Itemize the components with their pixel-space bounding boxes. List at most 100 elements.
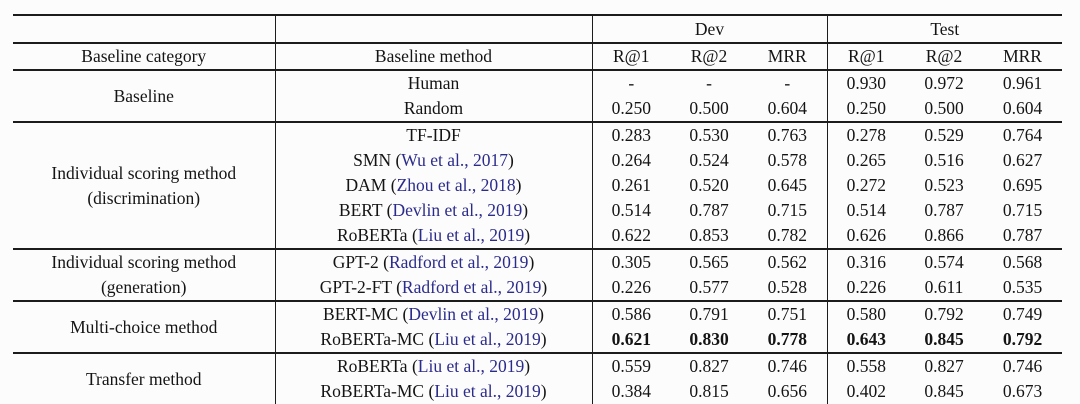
table-row: BERT (Devlin et al., 2019) 0.514 0.787 0.71… [13, 198, 1062, 223]
split-header-row: Dev Test [13, 15, 1063, 44]
citation-link[interactable]: Wu et al., 2017 [401, 150, 508, 170]
metric-value: 0.751 [748, 300, 828, 327]
metric-value: 0.514 [611, 200, 651, 220]
metric-value: 0.514 [846, 200, 886, 220]
test-split-header: Test [827, 15, 1063, 44]
citation-link[interactable]: Liu et al., 2019 [434, 329, 541, 349]
metric-header: MRR [983, 43, 1063, 71]
metric-value: 0.559 [592, 352, 670, 379]
metric-value: 0.283 [592, 121, 670, 148]
method-cell: GPT-2 (Radford et al., 2019) [275, 248, 593, 275]
metric-value: 0.621 [611, 329, 651, 349]
metric-value: 0.226 [846, 277, 886, 297]
metric-value: - [592, 69, 670, 96]
metric-value: 0.520 [689, 175, 729, 195]
metric-value: 0.778 [748, 327, 828, 353]
citation-link[interactable]: Liu et al., 2019 [434, 381, 541, 401]
metric-header: R@2 [905, 43, 984, 71]
table-row: RoBERTa-MC (Liu et al., 2019) 0.384 0.815 0… [13, 379, 1062, 404]
table-row: Transfer method RoBERTa (Liu et al., 2019… [13, 352, 1063, 404]
method-cell: GPT-2-FT (Radford et al., 2019) [275, 275, 593, 301]
metric-value: 0.500 [689, 98, 729, 118]
metric-value: 0.830 [689, 329, 729, 349]
method-cell: RoBERTa-MC (Liu et al., 2019) [275, 327, 593, 353]
metric-value: 0.715 [748, 198, 828, 223]
table-row: Individual scoring method (discrimination… [13, 121, 1063, 249]
metric-value: 0.568 [983, 248, 1063, 275]
metric-value: - [670, 69, 748, 96]
method-cell: RoBERTa (Liu et al., 2019) [275, 352, 593, 379]
metric-value: 0.787 [1002, 225, 1043, 245]
baseline-category-header: Baseline category [13, 43, 276, 71]
metric-value: 0.763 [748, 121, 828, 148]
metric-header: R@2 [670, 43, 748, 71]
metric-header: R@1 [827, 43, 906, 71]
metric-value: 0.586 [592, 300, 670, 327]
metric-value: 0.384 [611, 381, 651, 401]
metric-value: 0.578 [748, 148, 828, 173]
metric-value: 0.715 [1002, 200, 1043, 220]
dev-split-header: Dev [592, 15, 828, 44]
metric-value: 0.265 [846, 150, 886, 170]
method-cell: RoBERTa (Liu et al., 2019) [275, 223, 593, 249]
metric-value: 0.523 [924, 175, 964, 195]
method-cell: DAM (Zhou et al., 2018) [275, 173, 593, 198]
metric-value: 0.749 [983, 300, 1063, 327]
metric-value: 0.845 [924, 329, 964, 349]
table-row: RoBERTa-MC (Liu et al., 2019) 0.621 0.830 0… [13, 327, 1062, 353]
method-cell: Random [275, 96, 593, 122]
citation-link[interactable]: Radford et al., 2019 [401, 277, 542, 297]
column-header-row: Baseline category Baseline method R@1 R@… [13, 43, 1063, 71]
metric-value: 0.565 [670, 248, 748, 275]
metric-value: 0.626 [846, 225, 886, 245]
metric-value: 0.695 [1002, 175, 1043, 195]
metric-value: - [748, 69, 828, 96]
table-row: DAM (Zhou et al., 2018) 0.261 0.520 0.645 0.… [13, 173, 1062, 198]
metric-value: 0.604 [1002, 98, 1043, 118]
metric-value: 0.792 [905, 300, 984, 327]
metric-value: 0.272 [846, 175, 886, 195]
metric-value: 0.645 [748, 173, 828, 198]
category-cell: Individual scoring method (discrimination… [13, 121, 276, 249]
method-cell: Human [275, 69, 593, 96]
metric-header: MRR [748, 43, 828, 71]
metric-value: 0.972 [905, 69, 984, 96]
citation-link[interactable]: Liu et al., 2019 [417, 356, 525, 376]
metric-value: 0.782 [748, 223, 828, 249]
table-row: Baseline Human - - -0.930 0.972 0.961 [13, 69, 1063, 122]
method-cell: BERT-MC (Devlin et al., 2019) [275, 300, 593, 327]
metric-value: 0.853 [689, 225, 729, 245]
table-row: GPT-2-FT (Radford et al., 2019) 0.226 0.57… [13, 275, 1062, 301]
empty-header-cell [275, 15, 593, 44]
citation-link[interactable]: Radford et al., 2019 [388, 252, 529, 272]
metric-header: R@1 [592, 43, 670, 71]
citation-link[interactable]: Liu et al., 2019 [417, 225, 525, 245]
metric-value: 0.611 [924, 277, 964, 297]
metric-value: 0.930 [827, 69, 906, 96]
metric-value: 0.746 [748, 352, 828, 379]
metric-value: 0.622 [611, 225, 651, 245]
metric-value: 0.574 [905, 248, 984, 275]
empty-header-cell [13, 15, 276, 44]
category-cell: Multi-choice method [13, 300, 276, 353]
metric-value: 0.500 [924, 98, 964, 118]
metric-value: 0.316 [827, 248, 906, 275]
metric-value: 0.278 [827, 121, 906, 148]
metric-value: 0.787 [924, 200, 964, 220]
metric-value: 0.402 [846, 381, 886, 401]
table-row: Individual scoring method (generation) GPT… [13, 248, 1063, 301]
citation-link[interactable]: Zhou et al., 2018 [396, 175, 516, 195]
metric-value: 0.827 [670, 352, 748, 379]
table-row: RoBERTa (Liu et al., 2019) 0.622 0.853 0.78… [13, 223, 1062, 249]
metric-value: 0.827 [905, 352, 984, 379]
citation-link[interactable]: Devlin et al., 2019 [408, 304, 539, 324]
table-header: Dev Test Baseline category Baseline meth… [13, 15, 1063, 71]
category-cell: Individual scoring method (generation) [13, 248, 276, 301]
metric-value: 0.787 [689, 200, 729, 220]
metric-value: 0.558 [827, 352, 906, 379]
table-row: Multi-choice method BERT-MC (Devlin et al… [13, 300, 1063, 353]
metric-value: 0.261 [611, 175, 651, 195]
table-row: SMN (Wu et al., 2017) 0.264 0.524 0.578 0.26… [13, 148, 1062, 173]
citation-link[interactable]: Devlin et al., 2019 [392, 200, 523, 220]
